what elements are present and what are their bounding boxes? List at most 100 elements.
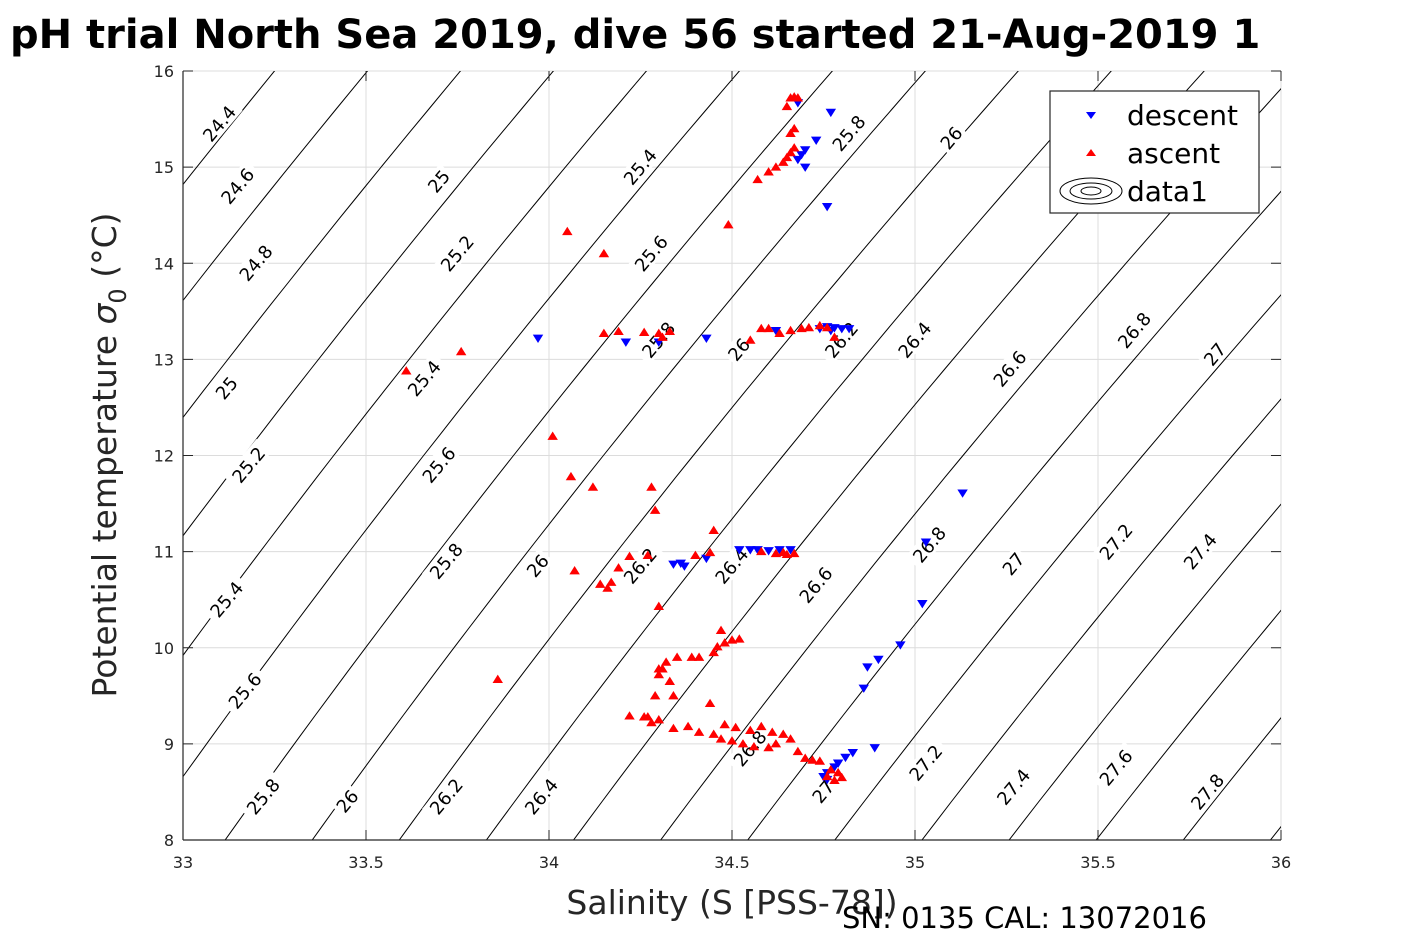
ascent-point — [401, 366, 412, 375]
y-axis-label: Potential temperature σ0 (°C) — [85, 213, 132, 698]
isopycnal-line — [224, 71, 833, 840]
ascent-point — [756, 546, 767, 556]
descent-point — [869, 744, 880, 753]
ascent-point — [565, 471, 577, 481]
contour-label-background — [231, 237, 280, 289]
ascent-point — [788, 123, 800, 133]
ascent-point — [660, 657, 672, 666]
ascent-point — [693, 652, 705, 661]
x-tick-label: 34 — [539, 853, 559, 872]
contour-label-background — [1183, 765, 1231, 817]
descent-point — [847, 748, 859, 758]
contour-label-background — [985, 342, 1034, 394]
contour-label-background — [1197, 336, 1232, 372]
ascent-point — [613, 563, 624, 572]
descent-point — [840, 753, 851, 763]
contour-label-background — [422, 535, 470, 587]
ascent-point — [547, 431, 558, 440]
descent-point — [796, 151, 807, 160]
ascent-point — [715, 625, 727, 634]
x-tick-label: 34.5 — [714, 853, 750, 872]
legend-item-data1: data1 — [1059, 175, 1208, 208]
legend-descent-marker-icon — [1086, 112, 1096, 119]
descent-point — [668, 560, 679, 569]
descent-point — [858, 684, 869, 693]
isopycnal-line — [1319, 23, 1417, 888]
contour-label-background — [616, 539, 664, 591]
ascent-point — [638, 712, 650, 721]
contour-label-background — [195, 97, 243, 149]
descent-point — [821, 202, 833, 212]
ascent-point — [719, 719, 730, 729]
descent-point — [792, 155, 804, 165]
ascent-point — [832, 767, 844, 777]
descent-point — [799, 146, 811, 155]
ascent-point — [770, 548, 782, 558]
ascent-point — [796, 323, 807, 333]
isopycnal-line — [1095, 609, 1281, 840]
ascent-point — [778, 157, 789, 166]
contour-label-background — [626, 227, 675, 279]
series-ascent — [401, 92, 848, 784]
descent-point — [957, 489, 968, 498]
ascent-point — [624, 711, 635, 720]
contour-label-background — [330, 783, 364, 819]
ascent-point — [799, 753, 811, 762]
ascent-point — [646, 482, 657, 491]
y-axis-label-subscript: 0 — [104, 288, 132, 303]
contour-label-background — [707, 539, 755, 591]
ascent-point — [690, 550, 701, 560]
isopycnal-line — [834, 294, 1281, 840]
ascent-point — [748, 741, 760, 751]
ascent-point — [704, 547, 716, 557]
descent-point — [763, 547, 774, 556]
ascent-point — [719, 638, 730, 647]
ascent-point — [781, 549, 793, 559]
descent-point — [679, 562, 690, 571]
ascent-point — [653, 601, 665, 610]
isopycnal-line — [183, 71, 741, 778]
ascent-point — [785, 734, 796, 743]
contour-label-background — [224, 438, 272, 491]
ascent-point — [624, 551, 635, 560]
ascent-point — [712, 641, 723, 651]
contour-label-background — [421, 163, 456, 199]
ascent-point — [825, 765, 837, 774]
contour-label-background — [905, 518, 953, 570]
y-tick-label: 14 — [154, 254, 174, 273]
ascent-point — [814, 756, 826, 765]
isopycnal-line — [921, 398, 1281, 840]
y-axis-label-sigma: σ — [85, 303, 124, 325]
ascent-point — [605, 577, 617, 586]
ascent-point — [492, 674, 503, 684]
descent-point — [785, 546, 796, 555]
ascent-point — [836, 772, 848, 782]
ascent-point — [602, 583, 613, 592]
ascent-point — [657, 332, 668, 341]
ascent-point — [814, 320, 826, 330]
descent-point — [745, 546, 756, 555]
y-axis-label-main: Potential temperature — [85, 325, 124, 698]
contour-label-background — [996, 546, 1030, 581]
ascent-point — [708, 525, 719, 535]
isopycnal-line — [747, 190, 1281, 840]
legend-item-descent: descent — [1086, 99, 1238, 132]
ascent-point — [671, 652, 683, 661]
y-tick-label: 9 — [164, 735, 174, 754]
ascent-point — [730, 722, 741, 732]
ascent-point — [693, 727, 705, 736]
ascent-point — [737, 739, 749, 748]
ascent-point — [734, 634, 745, 643]
axes — [182, 70, 1282, 841]
svg-text:Potential temperature σ0 (°C): Potential temperature σ0 (°C) — [85, 213, 132, 698]
contour-label-background — [1110, 304, 1158, 356]
contour-label-background — [433, 227, 481, 279]
ascent-point — [767, 727, 778, 736]
isopycnal-line — [183, 71, 462, 419]
ascent-point — [807, 755, 818, 764]
contour-label-background — [400, 352, 448, 404]
descent-point — [734, 546, 745, 555]
ascent-point — [726, 635, 738, 644]
ascent-point — [704, 698, 716, 708]
